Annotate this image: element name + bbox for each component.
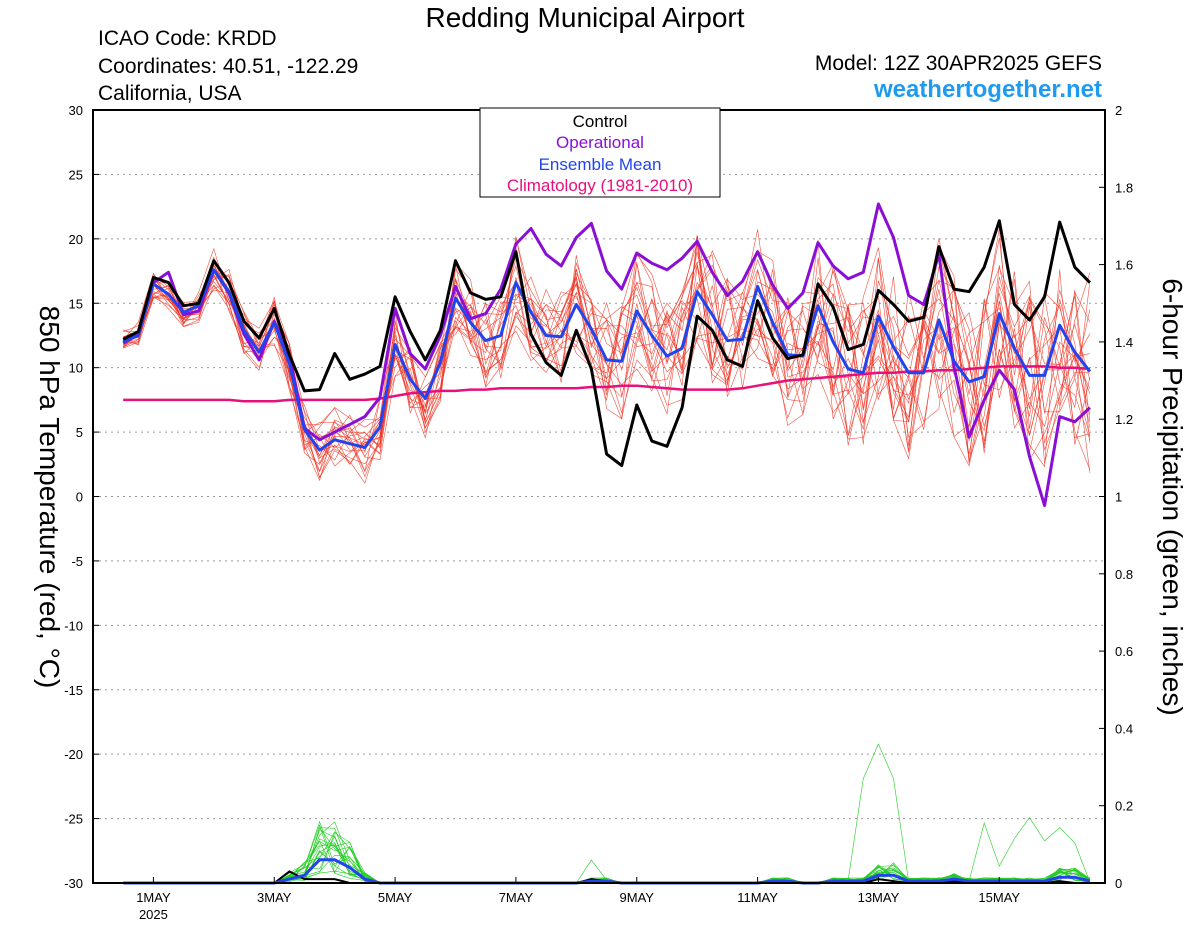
legend-operational: Operational: [556, 133, 644, 152]
x-tick-label: 3MAY: [257, 890, 292, 905]
y2-tick-label: 1.8: [1115, 180, 1133, 195]
icao-code: ICAO Code: KRDD: [98, 27, 277, 50]
precip-layer: [123, 743, 1091, 885]
precip-member-line: [123, 840, 1091, 884]
region: California, USA: [98, 82, 242, 105]
x-tick-label: 13MAY: [858, 890, 900, 905]
y-tick-label: -30: [64, 876, 83, 891]
precip-mean-line: [123, 858, 1091, 885]
y2-tick-label: 1.6: [1115, 258, 1133, 273]
coordinates: Coordinates: 40.51, -122.29: [98, 55, 359, 78]
y-tick-label: -10: [64, 618, 83, 633]
y-tick-label: 0: [76, 490, 83, 505]
precip-member-line: [123, 743, 1090, 884]
x-tick-label: 9MAY: [620, 890, 655, 905]
precip-member-line: [123, 824, 1090, 884]
chart-title: Redding Municipal Airport: [425, 2, 745, 33]
ensemble-member-line: [122, 247, 1091, 454]
legend-ensemble-mean: Ensemble Mean: [539, 155, 662, 174]
y-tick-label: 25: [69, 167, 83, 182]
y2-tick-label: 0.2: [1115, 799, 1133, 814]
precip-member-line: [123, 838, 1091, 884]
legend-box: [479, 107, 721, 198]
precip-member-line: [123, 817, 1091, 884]
ensemble-mean-line: [122, 268, 1092, 452]
y-tick-label: 10: [69, 361, 83, 376]
x-tick-label: 15MAY: [978, 890, 1020, 905]
precip-member-line: [123, 820, 1091, 884]
x-tick-label: 11MAY: [737, 890, 778, 905]
y-tick-label: -20: [64, 747, 83, 762]
y-tick-label: 30: [69, 103, 83, 118]
y-tick-label: -15: [64, 683, 83, 698]
y2-tick-label: 2: [1115, 103, 1122, 118]
y-tick-label: -5: [71, 554, 83, 569]
tick-labels: 302520151050-5-10-15-20-25-3021.81.61.41…: [64, 103, 1133, 922]
grid: [93, 173, 1105, 820]
y2-tick-label: 0.6: [1115, 644, 1133, 659]
y-tick-label: 20: [69, 232, 83, 247]
legend-control: Control: [573, 112, 628, 131]
y2-tick-label: 0.8: [1115, 567, 1133, 582]
precip-member-line: [123, 831, 1091, 884]
ensemble-member-line: [123, 254, 1091, 457]
precip-member-line: [123, 840, 1091, 884]
control-line: [122, 219, 1091, 468]
operational-line: [122, 202, 1091, 507]
x-tick-sublabel: 2025: [139, 907, 168, 922]
legend: Control Operational Ensemble Mean Climat…: [479, 107, 721, 198]
model-run: Model: 12Z 30APR2025 GEFS: [814, 52, 1102, 75]
y2-tick-label: 0: [1115, 876, 1122, 891]
x-tick-label: 7MAY: [499, 890, 534, 905]
y2-tick-label: 1.4: [1115, 335, 1133, 350]
site-credit[interactable]: weathertogether.net: [873, 76, 1102, 103]
ensemble-member-line: [123, 254, 1091, 451]
legend-climatology: Climatology (1981-2010): [507, 176, 693, 195]
series-layer: [122, 202, 1092, 507]
y-tick-label: 5: [76, 425, 83, 440]
y-tick-label: 15: [69, 296, 83, 311]
ensemble-member-line: [123, 249, 1090, 458]
y-axis-label: 850 hPa Temperature (red, °C): [34, 306, 65, 689]
precip-member-line: [123, 832, 1090, 884]
x-tick-label: 5MAY: [378, 890, 413, 905]
precip-member-line: [123, 821, 1091, 884]
climatology-line: [123, 365, 1091, 403]
y2-tick-label: 0.4: [1115, 721, 1133, 736]
precip-member-line: [123, 827, 1091, 884]
precip-member-line: [123, 835, 1091, 884]
y2-tick-label: 1.2: [1115, 412, 1133, 427]
y2-axis-label: 6-hour Precipitation (green, inches): [1157, 278, 1188, 715]
y2-tick-label: 1: [1115, 490, 1122, 505]
x-tick-label: 1MAY: [136, 890, 171, 905]
y-tick-label: -25: [64, 812, 83, 827]
